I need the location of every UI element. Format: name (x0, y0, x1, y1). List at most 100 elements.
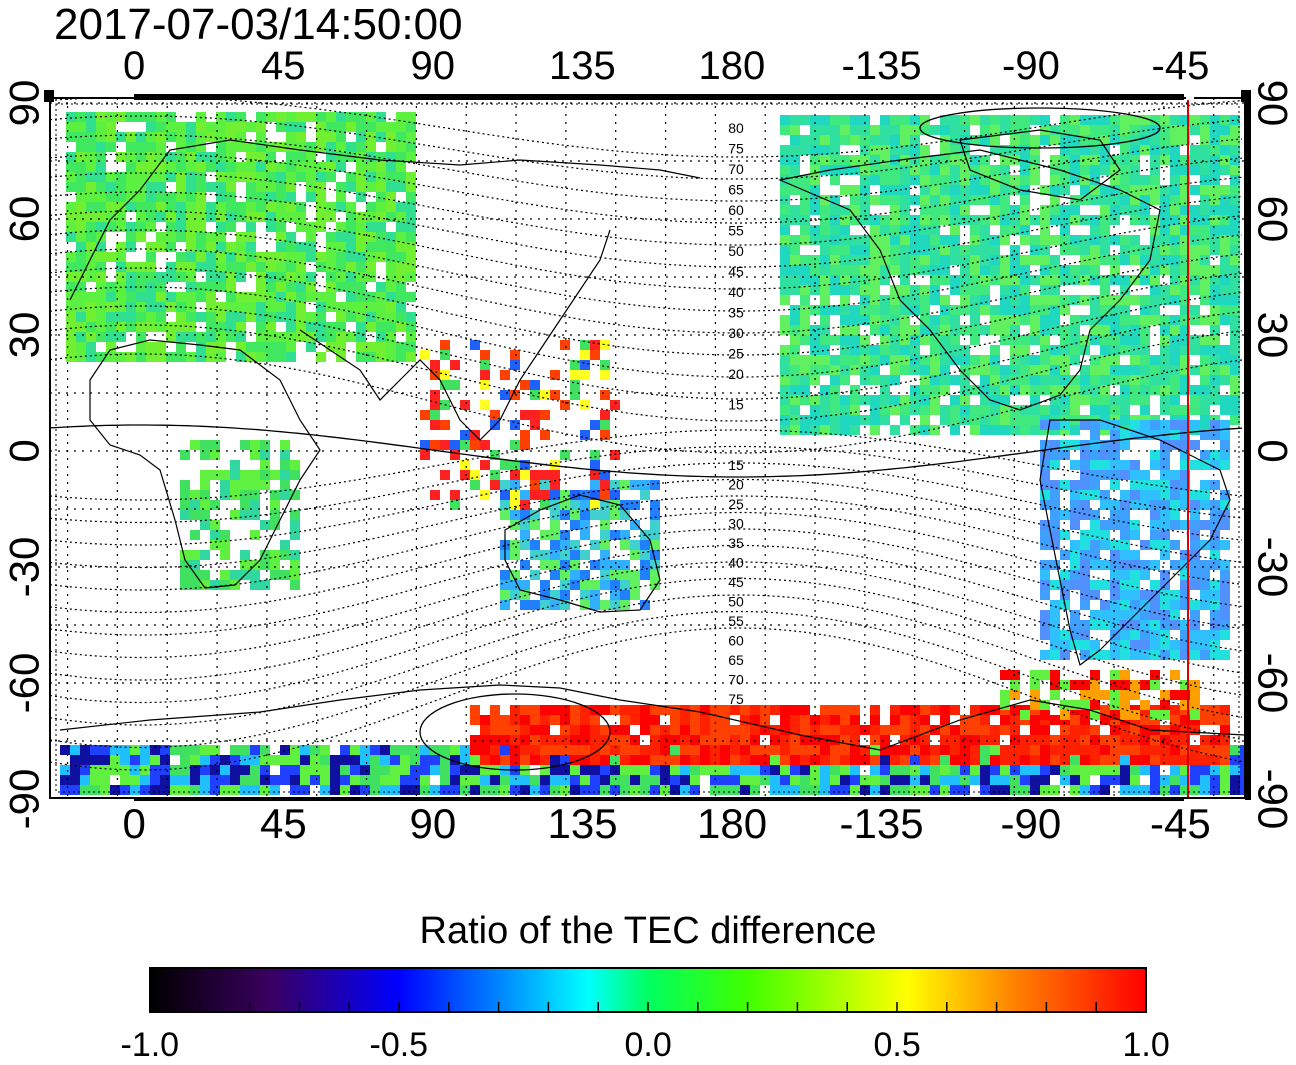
tec-cell (1140, 115, 1150, 125)
tec-cell (1190, 560, 1200, 570)
tec-cell (820, 365, 830, 375)
tec-cell (1170, 295, 1180, 305)
tec-cell (1020, 735, 1030, 745)
tec-cell (106, 182, 116, 192)
tec-cell (560, 775, 570, 785)
tec-cell (1220, 165, 1230, 175)
tec-cell (1030, 215, 1040, 225)
tec-cell (180, 550, 190, 560)
tec-cell (900, 335, 910, 345)
tec-cell (830, 265, 840, 275)
tec-cell (1230, 275, 1240, 285)
tec-cell (1150, 560, 1160, 570)
tec-cell (410, 765, 420, 775)
tec-cell (1170, 440, 1180, 450)
tec-cell (296, 142, 306, 152)
tec-cell (630, 590, 640, 600)
tec-cell (256, 352, 266, 362)
tec-cell (1070, 235, 1080, 245)
tec-cell (950, 125, 960, 135)
tec-cell (406, 232, 416, 242)
tec-cell (1200, 135, 1210, 145)
tec-cell (1070, 375, 1080, 385)
tec-cell (1110, 335, 1120, 345)
tec-cell (1080, 560, 1090, 570)
tec-cell (146, 292, 156, 302)
tec-cell (1190, 610, 1200, 620)
tec-cell (1090, 560, 1100, 570)
tec-cell (570, 500, 580, 510)
tec-cell (850, 245, 860, 255)
tec-cell (236, 202, 246, 212)
tec-cell (1080, 690, 1090, 700)
tec-cell (1150, 255, 1160, 265)
tec-cell (1120, 460, 1130, 470)
tec-cell (1010, 325, 1020, 335)
tec-cell (1070, 540, 1080, 550)
tec-cell (156, 192, 166, 202)
tec-cell (190, 580, 200, 590)
tec-cell (206, 282, 216, 292)
tec-cell (206, 162, 216, 172)
tec-cell (386, 262, 396, 272)
tec-cell (126, 322, 136, 332)
tec-cell (620, 510, 630, 520)
tec-cell (550, 480, 560, 490)
tec-cell (1230, 175, 1240, 185)
tec-cell (180, 765, 190, 775)
tec-cell (560, 340, 570, 350)
tec-cell (610, 500, 620, 510)
left-lat-tick: -90 (0, 768, 47, 830)
tec-cell (340, 745, 350, 755)
tec-cell (560, 530, 570, 540)
tec-cell (366, 322, 376, 332)
tec-cell (900, 765, 910, 775)
tec-cell (600, 370, 610, 380)
tec-cell (276, 232, 286, 242)
tec-cell (366, 292, 376, 302)
tec-cell (840, 155, 850, 165)
tec-cell (1150, 225, 1160, 235)
tec-cell (560, 450, 570, 460)
tec-cell (1050, 375, 1060, 385)
tec-cell (360, 745, 370, 755)
contour-label: 15 (728, 397, 744, 413)
tec-cell (1190, 365, 1200, 375)
tec-cell (590, 715, 600, 725)
tec-cell (76, 152, 86, 162)
tec-cell (1100, 450, 1110, 460)
tec-cell (1010, 295, 1020, 305)
tec-cell (580, 590, 590, 600)
tec-cell (650, 745, 660, 755)
tec-cell (276, 162, 286, 172)
tec-cell (1180, 335, 1190, 345)
tec-cell (1150, 195, 1160, 205)
tec-cell (1220, 265, 1230, 275)
tec-cell (86, 232, 96, 242)
tec-cell (66, 202, 76, 212)
tec-cell (800, 135, 810, 145)
tec-cell (500, 510, 510, 520)
tec-cell (1000, 425, 1010, 435)
top-lon-tick: 90 (410, 44, 456, 88)
tec-cell (1230, 265, 1240, 275)
tec-cell (1100, 420, 1110, 430)
map-layers (50, 98, 1245, 798)
tec-cell (1210, 630, 1220, 640)
tec-cell (180, 785, 190, 795)
tec-cell (510, 540, 520, 550)
tec-cell (980, 405, 990, 415)
tec-cell (240, 560, 250, 570)
tec-cell (790, 705, 800, 715)
tec-cell (920, 755, 930, 765)
tec-cell (1220, 405, 1230, 415)
tec-cell (780, 395, 790, 405)
tec-cell (800, 415, 810, 425)
tec-cell (610, 745, 620, 755)
tec-cell (850, 115, 860, 125)
magnetic-contours (50, 98, 1243, 771)
tec-cell (226, 252, 236, 262)
tec-cell (1170, 715, 1180, 725)
tec-cell (1200, 460, 1210, 470)
tec-cell (180, 580, 190, 590)
